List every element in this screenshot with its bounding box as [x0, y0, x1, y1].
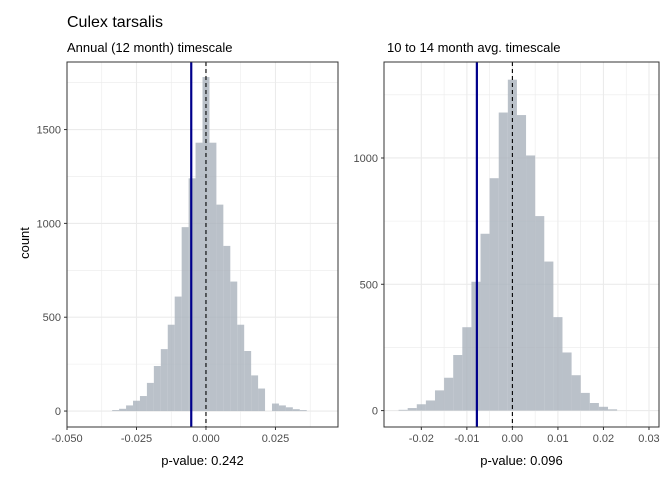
x-tick-label: 0.000: [192, 433, 220, 445]
histogram-bar: [562, 352, 572, 411]
x-tick-label: -0.02: [409, 433, 434, 445]
histogram-bar: [444, 377, 454, 411]
histogram-bar: [195, 142, 203, 412]
histogram-bar: [181, 227, 189, 412]
panel-annual-histogram: [112, 77, 307, 412]
panel-avg-reference-lines: [475, 62, 513, 427]
panel-avg-border: [383, 61, 660, 428]
x-tick-label: 0.025: [262, 433, 290, 445]
x-tick-label: 0.01: [547, 433, 568, 445]
histogram-bar: [571, 375, 581, 411]
histogram-bar: [133, 400, 140, 412]
histogram-bar: [244, 350, 252, 412]
panel-annual: Annual (12 month) timescale -0.050 -0.025…: [37, 40, 339, 468]
histogram-bar: [292, 409, 300, 412]
x-tick-label: -0.025: [121, 433, 152, 445]
panel-avg-subtitle: 10 to 14 month avg. timescale: [387, 40, 560, 55]
y-axis-title: count: [17, 227, 32, 259]
histogram-bar: [544, 261, 554, 411]
histogram-bar: [598, 406, 609, 411]
histogram-bar: [489, 178, 499, 411]
histogram-bar: [480, 233, 490, 411]
panel-annual-axes: -0.050 -0.025 0.000 0.025 0 500 1000 1500: [37, 61, 339, 445]
histogram-bar: [453, 355, 463, 411]
histogram-bar: [216, 204, 224, 412]
y-tick-label: 1000: [354, 153, 378, 165]
histogram-bar: [285, 407, 293, 412]
histogram-bar: [146, 382, 154, 412]
y-tick-label: 500: [360, 279, 378, 291]
histogram-bar: [230, 281, 238, 412]
panel-annual-border: [66, 61, 339, 428]
panel-avg-pvalue-label: p-value: 0.096: [480, 453, 562, 468]
histogram-bar: [608, 409, 618, 411]
histogram-bar: [119, 408, 127, 412]
x-tick-label: -0.01: [454, 433, 479, 445]
histogram-bar: [153, 366, 161, 412]
histogram-bar: [589, 403, 599, 411]
histogram-bar: [407, 408, 417, 411]
histogram-bar: [223, 245, 231, 412]
y-tick-label: 0: [372, 406, 378, 418]
histogram-bar: [167, 324, 175, 412]
histogram-bar: [160, 349, 168, 412]
histogram-bar: [498, 112, 508, 411]
x-tick-label: 0.02: [593, 433, 614, 445]
panel-annual-subtitle: Annual (12 month) timescale: [67, 40, 232, 55]
histogram-bar: [462, 327, 472, 411]
panel-annual-reference-lines: [190, 62, 207, 427]
histogram-bar: [209, 142, 217, 412]
x-tick-label: 0.00: [502, 433, 523, 445]
histogram-bar: [535, 216, 545, 411]
histogram-bar: [553, 317, 563, 411]
histogram-bar: [237, 324, 245, 412]
histogram-bar: [398, 409, 408, 411]
y-tick-label: 0: [55, 406, 61, 418]
histogram-bar: [416, 404, 426, 411]
histogram-bar: [516, 115, 527, 411]
y-tick-label: 500: [43, 312, 61, 324]
histogram-bar: [271, 403, 279, 412]
histogram-bar: [258, 388, 266, 412]
y-tick-label: 1000: [37, 218, 61, 230]
x-tick-label: -0.050: [51, 433, 82, 445]
histogram-bar: [112, 410, 120, 412]
panel-annual-pvalue-label: p-value: 0.242: [161, 453, 243, 468]
histogram-bar: [139, 396, 147, 412]
histogram-bar: [251, 375, 259, 412]
figure-title: Culex tarsalis: [67, 14, 163, 31]
histogram-bar: [278, 405, 286, 412]
histogram-bar: [434, 390, 445, 411]
histogram-bar: [174, 296, 182, 412]
panel-avg: 10 to 14 month avg. timescale -0.02 -0.01…: [354, 40, 660, 468]
histogram-bar: [526, 155, 536, 411]
panel-avg-histogram: [398, 79, 618, 411]
histogram-bar: [425, 400, 435, 411]
histogram-bar: [580, 392, 590, 411]
panel-avg-axes: -0.02 -0.01 0.00 0.01 0.02 0.03 0 500 1000: [354, 61, 660, 445]
histogram-bar: [126, 405, 134, 412]
y-tick-label: 1500: [37, 125, 61, 137]
x-tick-label: 0.03: [638, 433, 659, 445]
histogram-bar: [299, 410, 307, 412]
